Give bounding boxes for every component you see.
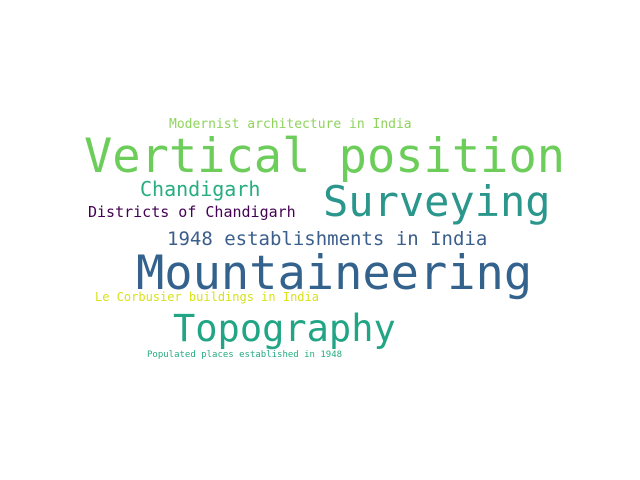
word-surveying: Surveying: [323, 177, 551, 226]
word-modernist-architecture-in-india: Modernist architecture in India: [169, 117, 412, 132]
word-le-corbusier-buildings-in-india: Le Corbusier buildings in India: [95, 290, 319, 304]
word-mountaineering: Mountaineering: [136, 246, 533, 301]
word-vertical-position: Vertical position: [84, 129, 566, 184]
word-populated-places-established-in-1948: Populated places established in 1948: [147, 350, 343, 360]
word-1948-establishments-in-india: 1948 establishments in India: [167, 228, 488, 250]
word-districts-of-chandigarh: Districts of Chandigarh: [88, 203, 296, 221]
word-chandigarh: Chandigarh: [140, 177, 261, 201]
word-topography: Topography: [173, 307, 396, 350]
